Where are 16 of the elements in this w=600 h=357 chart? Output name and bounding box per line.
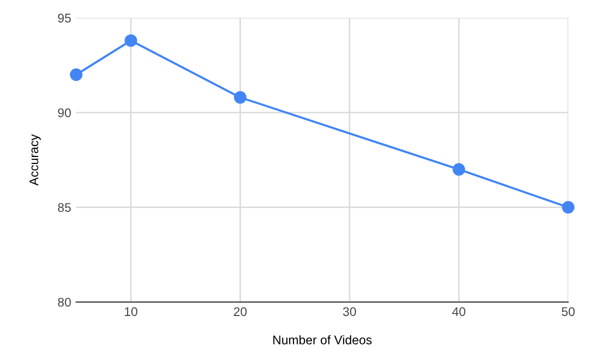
y-tick-label: 90 xyxy=(58,108,71,118)
point xyxy=(124,34,138,47)
x-tick-label: 20 xyxy=(234,307,247,316)
point xyxy=(562,201,574,214)
y-tick-label: 85 xyxy=(58,203,71,212)
y-axis-title: Accuracy xyxy=(30,134,41,186)
x-tick-label: 10 xyxy=(124,307,138,316)
x-tick-label: 50 xyxy=(562,307,575,316)
point xyxy=(234,91,246,104)
x-axis-title: Number of Videos xyxy=(273,335,372,344)
x-tick-label: 30 xyxy=(343,307,356,316)
y-tick-label: 95 xyxy=(58,14,71,22)
x-tick-label: 40 xyxy=(452,307,466,316)
point xyxy=(70,68,82,81)
y-tick-label: 80 xyxy=(58,298,71,307)
point xyxy=(452,163,466,176)
